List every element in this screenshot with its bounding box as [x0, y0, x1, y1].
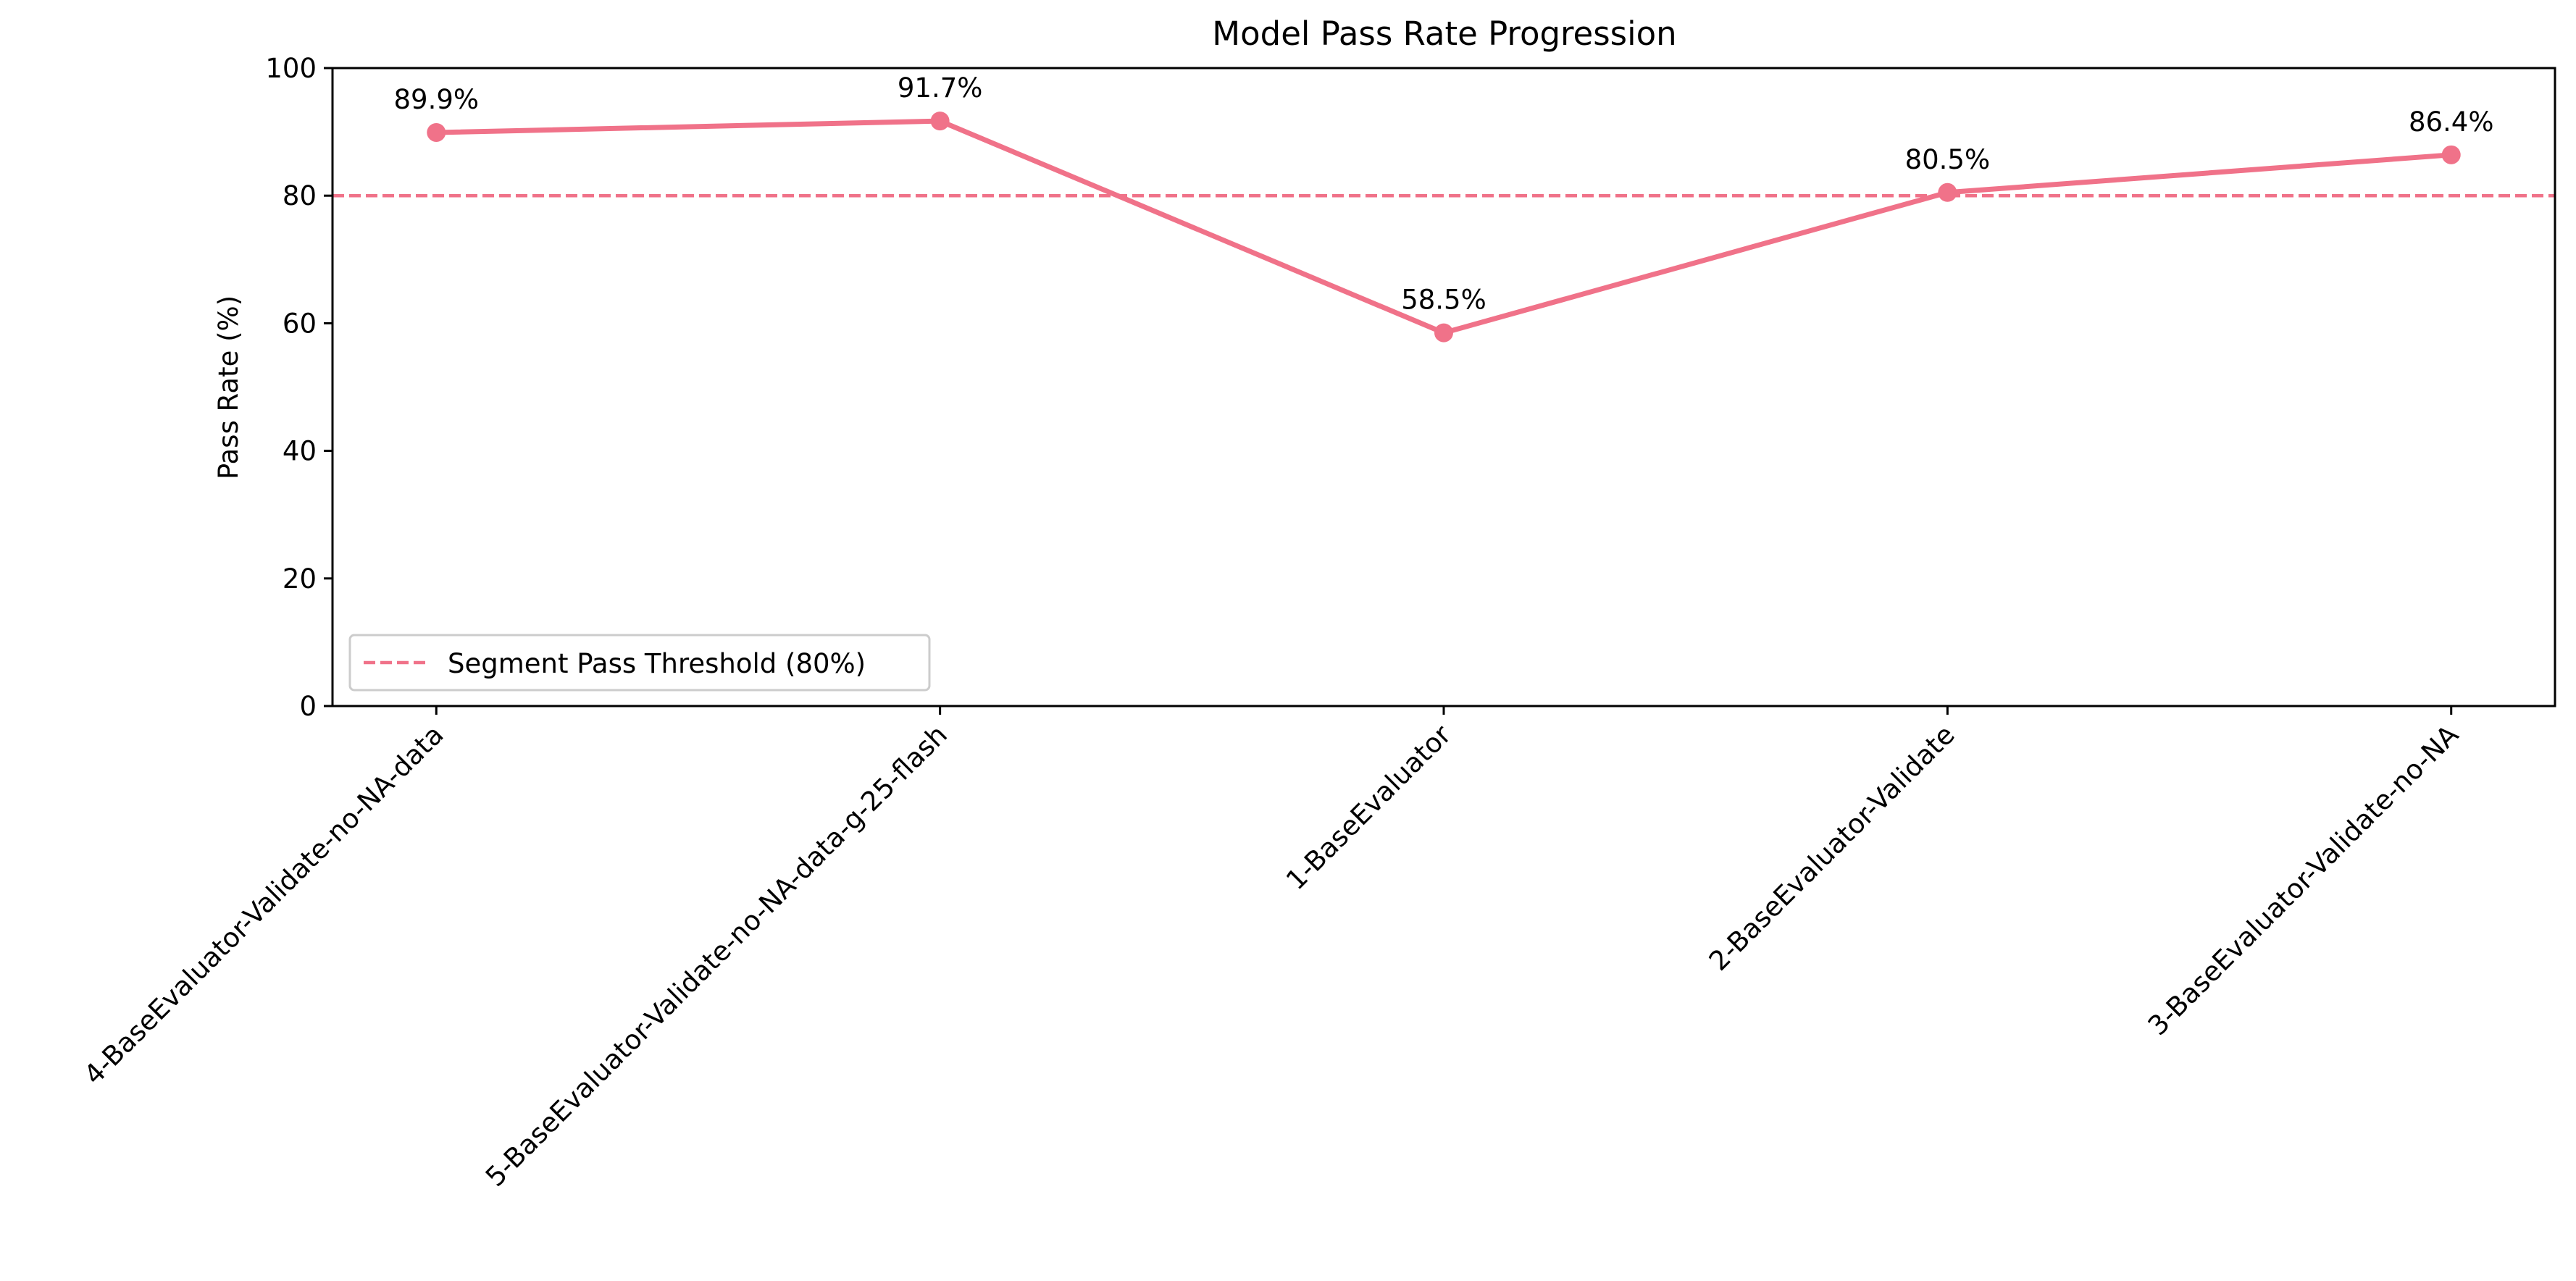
data-point	[427, 122, 446, 142]
data-label: 58.5%	[1401, 285, 1486, 316]
y-tick-label: 60	[283, 308, 317, 339]
data-point	[1938, 182, 1957, 202]
data-point	[930, 112, 950, 131]
y-axis-ticks: 0 20 40 60 80 100	[265, 53, 333, 722]
series-layer	[427, 112, 2461, 343]
chart-title: Model Pass Rate Progression	[1212, 14, 1676, 53]
plot-frame	[331, 67, 2556, 707]
y-axis-label: Pass Rate (%)	[213, 295, 244, 479]
y-tick-label: 100	[265, 53, 317, 84]
legend-label: Segment Pass Threshold (80%)	[448, 648, 866, 679]
data-label: 91.7%	[898, 72, 983, 104]
y-tick-label: 40	[283, 436, 317, 467]
data-label: 86.4%	[2409, 106, 2494, 138]
data-labels: 89.9% 91.7% 58.5% 80.5% 86.4%	[394, 72, 2494, 315]
y-tick-label: 0	[299, 691, 317, 722]
data-label: 89.9%	[394, 84, 480, 115]
legend: Segment Pass Threshold (80%)	[348, 634, 931, 692]
legend-box	[348, 634, 931, 692]
data-label: 80.5%	[1905, 144, 1991, 175]
data-point	[2441, 145, 2461, 164]
y-tick-label: 80	[283, 180, 317, 211]
y-tick-label: 20	[283, 563, 317, 595]
data-point	[1434, 323, 1453, 343]
